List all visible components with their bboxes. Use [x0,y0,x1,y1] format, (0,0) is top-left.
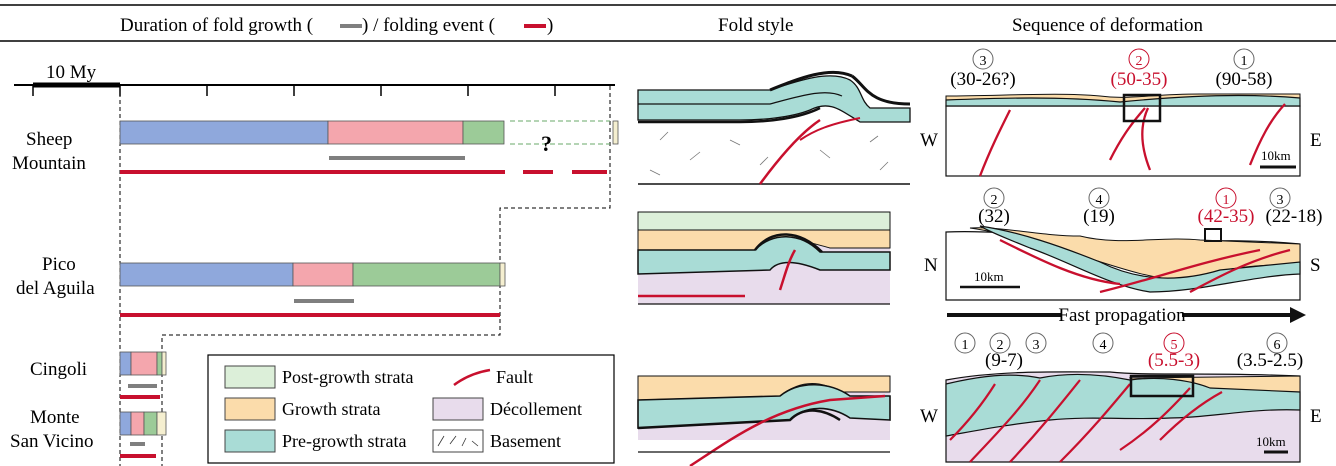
s1-e1-age: (30-26?) [950,69,1015,90]
s1-e3-age: (90-58) [1216,69,1273,90]
propagation-arrow [947,307,1306,323]
scale-label: 10 My [46,62,97,83]
header-duration-prefix: Duration of fold growth ( [120,15,313,36]
s1-e3-num: 1 [1241,54,1248,69]
fold-name-monte-1: Monte [30,407,80,428]
fold-row-sheep-mountain [119,120,619,174]
fold-name-sheep-2: Mountain [12,153,86,174]
s3-e5-age: (5.5-3) [1148,350,1200,371]
s3-e3-num: 3 [1033,338,1040,353]
legend-decollement: Décollement [490,399,582,419]
fold-name-monte-2: San Vicino [10,431,93,452]
s2-e3-num: 1 [1223,193,1230,208]
s2-e1-age: (32) [978,206,1010,227]
s2-e3-age: (42-35) [1198,206,1255,227]
header-duration-suffix: ) [547,15,553,36]
fold-style-apennines [637,375,891,466]
section2-scale: 10km [974,269,1004,284]
highlight-box [1204,228,1222,242]
highlight-box [1122,93,1162,123]
s1-e2-age: (50-35) [1111,69,1168,90]
s2-e1-num: 2 [991,193,998,208]
s3-e1-num: 1 [962,338,969,353]
s2-e4-num: 3 [1277,193,1284,208]
fold-name-pico-1: Pico [42,254,76,275]
header-duration-mid: ) / folding event ( [362,15,495,36]
pre-growth-bar [119,120,329,145]
propagation-label: Fast propagation [1058,305,1186,326]
header-fold-style: Fold style [718,15,793,36]
highlight-box [1129,374,1195,398]
legend-fault: Fault [496,367,533,387]
growth-bar [327,120,464,145]
legend-post-growth: Post-growth strata [282,367,413,387]
section3-left: W [920,406,938,427]
fold-name-pico-2: del Aguila [16,278,95,299]
legend-basement: Basement [490,431,561,451]
uncertain-mark: ? [541,131,552,156]
section3-scale: 10km [1256,434,1286,449]
s2-e2-age: (19) [1083,206,1115,227]
section2-left: N [924,255,938,276]
s1-e2-num: 2 [1136,54,1143,69]
fold-row-monte-san-vicino [119,411,167,458]
post-growth-bar [462,120,505,145]
s3-e4-num: 4 [1100,338,1107,353]
section-apennines [945,371,1301,463]
fold-row-cingoli [119,351,167,399]
section-sheep-mountain [945,93,1301,177]
fold-name-cingoli: Cingoli [30,359,87,380]
s3-e2-num: 2 [997,338,1004,353]
s3-e5-num: 5 [1171,338,1178,353]
legend-pre-growth: Pre-growth strata [282,431,406,451]
fold-style-pico [637,211,891,305]
s2-e4-age: (22-18) [1266,206,1323,227]
fold-style-sheep-mountain [637,70,911,185]
header-sequence: Sequence of deformation [1012,15,1203,36]
s3-e6-num: 6 [1274,338,1281,353]
time-axis [14,82,615,96]
fold-row-pico [119,262,506,317]
s1-e1-num: 3 [980,54,987,69]
section-pico [945,225,1301,301]
legend [207,354,615,464]
fold-name-sheep-1: Sheep [26,129,72,150]
section2-right: S [1310,255,1321,276]
legend-growth: Growth strata [282,399,380,419]
s2-e2-num: 4 [1096,193,1103,208]
s3-e2-age: (9-7) [985,350,1023,371]
section1-left: W [920,130,938,151]
section3-right: E [1310,406,1322,427]
section1-right: E [1310,130,1322,151]
section1-scale: 10km [1261,148,1291,163]
s3-e6-age: (3.5-2.5) [1237,350,1303,371]
